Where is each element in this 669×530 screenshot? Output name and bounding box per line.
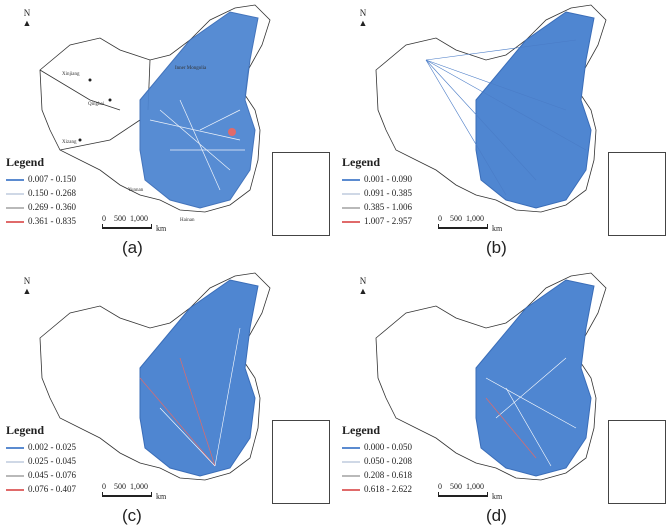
north-arrow: N ▲ bbox=[22, 276, 32, 296]
city-label-qinghai: Qinghai bbox=[88, 102, 105, 107]
city-label-hainan: Hainan bbox=[180, 218, 195, 223]
map-panel-a: N ▲ Xinjiang Qinghai Xizang Inner Mongoli… bbox=[0, 0, 330, 262]
south-china-sea-inset bbox=[272, 152, 330, 236]
legend-item: 0.150 - 0.268 bbox=[6, 186, 76, 200]
legend-item: 0.025 - 0.045 bbox=[6, 454, 76, 468]
legend: Legend 0.001 - 0.090 0.091 - 0.385 0.385… bbox=[342, 155, 412, 228]
north-arrow: N ▲ bbox=[22, 8, 32, 28]
map-d bbox=[375, 272, 607, 481]
legend-title: Legend bbox=[342, 423, 381, 437]
panel-caption: (d) bbox=[486, 506, 507, 525]
north-arrow: N ▲ bbox=[358, 8, 368, 28]
flow-network bbox=[139, 11, 259, 209]
flow-lines bbox=[149, 99, 245, 191]
map-panel-c: N ▲ Legend 0.002 - 0.025 0.025 - 0.045 0.… bbox=[0, 268, 330, 530]
map-c bbox=[39, 272, 271, 481]
legend-item: 0.000 - 0.050 bbox=[342, 440, 412, 454]
scale-bar: 0 500 1,000 km bbox=[102, 214, 167, 233]
scale-bar: 0 500 1,000 km bbox=[102, 482, 167, 501]
map-b bbox=[375, 4, 607, 213]
legend-item: 0.208 - 0.618 bbox=[342, 468, 412, 482]
scale-bar: 0 500 1,000 km bbox=[438, 214, 503, 233]
legend: Legend 0.000 - 0.050 0.050 - 0.208 0.208… bbox=[342, 423, 412, 496]
legend-title: Legend bbox=[342, 155, 381, 169]
legend-item: 1.007 - 2.957 bbox=[342, 214, 412, 228]
city-label-yunnan: Yunnan bbox=[128, 188, 144, 193]
map-a bbox=[39, 4, 271, 213]
legend-item: 0.361 - 0.835 bbox=[6, 214, 76, 228]
panel-caption: (b) bbox=[486, 238, 507, 257]
legend-item: 0.050 - 0.208 bbox=[342, 454, 412, 468]
legend-item: 0.002 - 0.025 bbox=[6, 440, 76, 454]
legend: Legend 0.007 - 0.150 0.150 - 0.268 0.269… bbox=[6, 155, 76, 228]
scale-bar: 0 500 1,000 km bbox=[438, 482, 503, 501]
legend-title: Legend bbox=[6, 423, 45, 437]
south-china-sea-inset bbox=[608, 420, 666, 504]
legend-item: 0.076 - 0.407 bbox=[6, 482, 76, 496]
legend-item: 0.091 - 0.385 bbox=[342, 186, 412, 200]
city-label-inner-mongolia: Inner Mongolia bbox=[175, 66, 207, 71]
hotspot bbox=[228, 128, 236, 136]
legend-item: 0.007 - 0.150 bbox=[6, 172, 76, 186]
south-china-sea-inset bbox=[272, 420, 330, 504]
city-label-xinjiang: Xinjiang bbox=[62, 72, 80, 77]
map-panel-d: N ▲ Legend 0.000 - 0.050 0.050 - 0.208 0.… bbox=[336, 268, 666, 530]
legend-item: 0.618 - 2.622 bbox=[342, 482, 412, 496]
panel-caption: (a) bbox=[122, 238, 143, 257]
north-arrow: N ▲ bbox=[358, 276, 368, 296]
south-china-sea-inset bbox=[608, 152, 666, 236]
legend: Legend 0.002 - 0.025 0.025 - 0.045 0.045… bbox=[6, 423, 76, 496]
legend-item: 0.045 - 0.076 bbox=[6, 468, 76, 482]
legend-item: 0.269 - 0.360 bbox=[6, 200, 76, 214]
city-label-xizang: Xizang bbox=[62, 140, 77, 145]
legend-item: 0.001 - 0.090 bbox=[342, 172, 412, 186]
panel-caption: (c) bbox=[122, 506, 142, 525]
legend-item: 0.385 - 1.006 bbox=[342, 200, 412, 214]
legend-title: Legend bbox=[6, 155, 45, 169]
map-panel-b: N ▲ Legend 0.001 - 0.090 0.091 - 0.385 0.… bbox=[336, 0, 666, 262]
